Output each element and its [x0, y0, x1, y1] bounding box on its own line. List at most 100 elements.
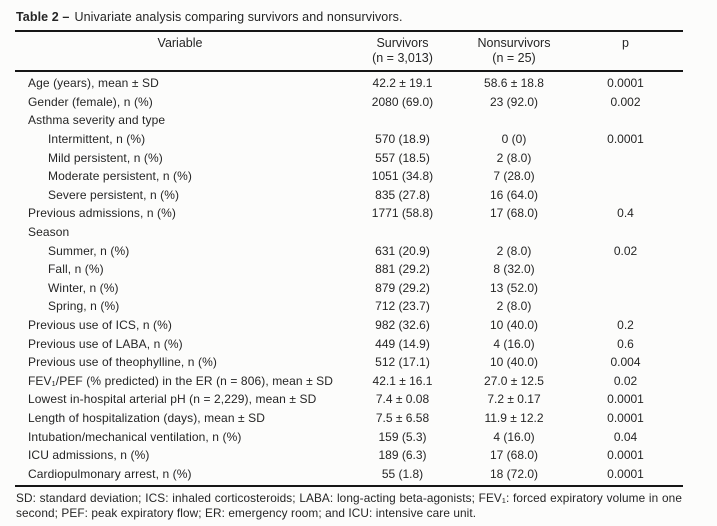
survivors-cell: 7.4 ± 0.08: [375, 392, 430, 407]
variable-cell: Asthma severity and type: [28, 113, 166, 128]
table-row: Severe persistent, n (%) 835 (27.8) 16 (…: [15, 186, 683, 205]
p-cell: 0.4: [617, 206, 634, 221]
table-figure: Table 2 – Univariate analysis comparing s…: [15, 6, 683, 521]
table-row: Moderate persistent, n (%) 1051 (34.8) 7…: [15, 167, 683, 186]
column-header-survivors: Survivors (n = 3,013): [345, 36, 460, 66]
survivors-cell: 42.2 ± 19.1: [372, 76, 433, 91]
nonsurvivors-cell: 2 (8.0): [496, 150, 532, 165]
nonsurvivors-cell: 27.0 ± 12.5: [484, 373, 544, 388]
table-row: Previous admissions, n (%) 1771 (58.8) 1…: [15, 204, 683, 223]
nonsurvivors-cell: 2 (8.0): [496, 243, 532, 258]
p-cell: 0.0001: [607, 448, 644, 463]
variable-cell: Length of hospitalization (days), mean ±…: [28, 410, 266, 425]
nonsurvivors-cell: 7.2 ± 0.17: [487, 392, 541, 407]
survivors-cell: 1771 (58.8): [371, 206, 434, 221]
table-header-row: Variable Survivors (n = 3,013) Nonsurviv…: [15, 32, 683, 72]
variable-cell: Gender (female), n (%): [28, 94, 153, 109]
survivors-cell: 512 (17.1): [375, 355, 430, 370]
table-row: Intermittent, n (%) 570 (18.9) 0 (0) 0.0…: [15, 130, 683, 149]
column-header-survivors-n: (n = 3,013): [372, 51, 433, 65]
variable-cell: Cardiopulmonary arrest, n (%): [28, 466, 192, 481]
variable-cell: FEV₁/PEF (% predicted) in the ER (n = 80…: [28, 373, 334, 388]
p-cell: 0.004: [610, 355, 641, 370]
table-footnote: SD: standard deviation; ICS: inhaled cor…: [16, 491, 682, 521]
table-row: Previous use of LABA, n (%) 449 (14.9) 4…: [15, 334, 683, 353]
nonsurvivors-cell: 58.6 ± 18.8: [484, 76, 544, 91]
variable-cell: Intermittent, n (%): [48, 132, 146, 147]
table-row: Asthma severity and type: [15, 111, 683, 130]
nonsurvivors-cell: 8 (32.0): [493, 262, 535, 277]
variable-cell: Previous admissions, n (%): [28, 206, 176, 221]
nonsurvivors-cell: 10 (40.0): [489, 318, 539, 333]
survivors-cell: 982 (32.6): [375, 318, 430, 333]
survivors-cell: 55 (1.8): [381, 466, 424, 481]
table-row: Previous use of theophylline, n (%) 512 …: [15, 353, 683, 372]
variable-cell: Severe persistent, n (%): [48, 187, 180, 202]
nonsurvivors-cell: 17 (68.0): [489, 206, 539, 221]
variable-cell: Previous use of LABA, n (%): [28, 336, 183, 351]
survivors-cell: 881 (29.2): [375, 262, 430, 277]
column-header-variable: Variable: [157, 36, 203, 50]
table-caption: Table 2 – Univariate analysis comparing s…: [15, 6, 683, 32]
p-cell: 0.0001: [607, 410, 644, 425]
variable-cell: Moderate persistent, n (%): [48, 169, 192, 184]
variable-cell: Previous use of theophylline, n (%): [28, 355, 217, 370]
p-cell: 0.2: [617, 318, 634, 333]
p-cell: 0.0001: [607, 76, 644, 91]
nonsurvivors-cell: 4 (16.0): [493, 429, 535, 444]
p-cell: 0.02: [613, 373, 638, 388]
nonsurvivors-cell: 11.9 ± 12.2: [484, 410, 544, 425]
table-body: Age (years), mean ± SD 42.2 ± 19.1 58.6 …: [15, 72, 683, 483]
variable-cell: ICU admissions, n (%): [28, 448, 150, 463]
survivors-cell: 189 (6.3): [378, 448, 427, 463]
p-cell: 0.002: [610, 94, 641, 109]
table-row: FEV₁/PEF (% predicted) in the ER (n = 80…: [15, 372, 683, 391]
survivors-cell: 159 (5.3): [378, 429, 427, 444]
p-cell: 0.02: [613, 243, 638, 258]
survivors-cell: 631 (20.9): [375, 243, 430, 258]
table-row: Length of hospitalization (days), mean ±…: [15, 409, 683, 428]
table-row: Lowest in-hospital arterial pH (n = 2,22…: [15, 390, 683, 409]
p-cell: 0.0001: [607, 466, 644, 481]
nonsurvivors-cell: 13 (52.0): [489, 280, 539, 295]
variable-cell: Lowest in-hospital arterial pH (n = 2,22…: [28, 392, 317, 407]
nonsurvivors-cell: 23 (92.0): [489, 94, 539, 109]
column-header-nonsurvivors: Nonsurvivors (n = 25): [460, 36, 568, 66]
table-row: Gender (female), n (%) 2080 (69.0) 23 (9…: [15, 93, 683, 112]
column-header-survivors-title: Survivors: [376, 36, 429, 50]
p-cell: 0.04: [613, 429, 638, 444]
footnote-divider: [15, 485, 683, 488]
table-row: Winter, n (%) 879 (29.2) 13 (52.0): [15, 279, 683, 298]
survivors-cell: 835 (27.8): [375, 187, 430, 202]
survivors-cell: 570 (18.9): [375, 132, 430, 147]
survivors-cell: 557 (18.5): [375, 150, 430, 165]
table-row: Spring, n (%) 712 (23.7) 2 (8.0): [15, 297, 683, 316]
survivors-cell: 1051 (34.8): [371, 169, 434, 184]
variable-cell: Season: [28, 225, 70, 240]
variable-cell: Spring, n (%): [48, 299, 120, 314]
nonsurvivors-cell: 10 (40.0): [489, 355, 539, 370]
table-row: Summer, n (%) 631 (20.9) 2 (8.0) 0.02: [15, 241, 683, 260]
nonsurvivors-cell: 2 (8.0): [496, 299, 532, 314]
table-row: Fall, n (%) 881 (29.2) 8 (32.0): [15, 260, 683, 279]
p-cell: 0.0001: [607, 132, 644, 147]
survivors-cell: 712 (23.7): [375, 299, 430, 314]
survivors-cell: 42.1 ± 16.1: [372, 373, 433, 388]
nonsurvivors-cell: 0 (0): [501, 132, 527, 147]
survivors-cell: 449 (14.9): [375, 336, 430, 351]
survivors-cell: 879 (29.2): [375, 280, 430, 295]
table-row: Age (years), mean ± SD 42.2 ± 19.1 58.6 …: [15, 74, 683, 93]
p-cell: 0.0001: [607, 392, 644, 407]
table-row: Intubation/mechanical ventilation, n (%)…: [15, 427, 683, 446]
variable-cell: Winter, n (%): [48, 280, 119, 295]
variable-cell: Fall, n (%): [48, 262, 104, 277]
nonsurvivors-cell: 7 (28.0): [493, 169, 535, 184]
nonsurvivors-cell: 16 (64.0): [489, 187, 539, 202]
table-caption-label: Table 2 –: [16, 10, 70, 24]
variable-cell: Intubation/mechanical ventilation, n (%): [28, 429, 242, 444]
column-header-p: p: [622, 36, 629, 50]
column-header-nonsurvivors-n: (n = 25): [492, 51, 536, 65]
table-caption-text: Univariate analysis comparing survivors …: [74, 10, 403, 24]
variable-cell: Previous use of ICS, n (%): [28, 318, 172, 333]
variable-cell: Age (years), mean ± SD: [28, 76, 159, 91]
